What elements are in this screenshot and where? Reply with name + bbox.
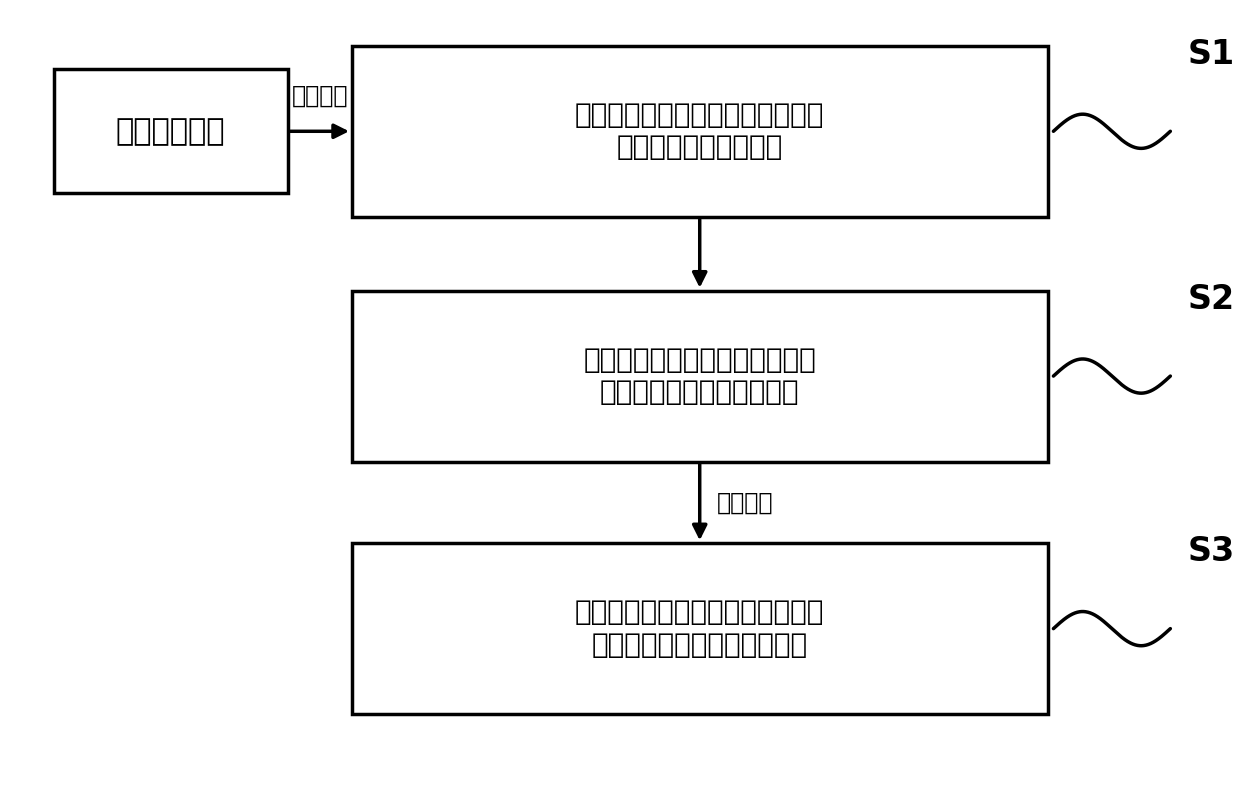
Bar [352, 46, 1048, 217]
Text: 集中管理平台创建并下发检查任务
到待检测主机，进行基线检查: 集中管理平台创建并下发检查任务 到待检测主机，进行基线检查 [575, 599, 825, 659]
Text: 基线管理系统: 基线管理系统 [115, 117, 226, 146]
Text: S2: S2 [1188, 283, 1235, 316]
Text: 基线规则: 基线规则 [291, 84, 348, 108]
Text: S3: S3 [1188, 536, 1235, 569]
Text: S1: S1 [1188, 38, 1235, 71]
Bar [352, 290, 1048, 462]
Bar [352, 543, 1048, 714]
Text: 用户在前端页面创建新建任务请
求，并配置任务的执行参数: 用户在前端页面创建新建任务请 求，并配置任务的执行参数 [583, 346, 816, 407]
Text: 任务请求: 任务请求 [717, 490, 774, 514]
Text: 主机配置信息收集，并找出与每台
主机相适应的基线规则: 主机配置信息收集，并找出与每台 主机相适应的基线规则 [575, 101, 825, 161]
Bar [53, 69, 288, 194]
